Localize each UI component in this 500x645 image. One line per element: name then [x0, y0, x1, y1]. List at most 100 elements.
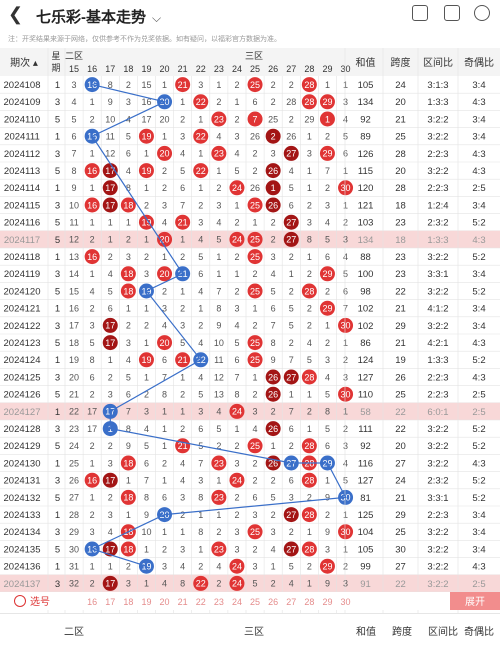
stat-cell: 4:3 — [472, 372, 485, 383]
stat-cell: 4:3 — [472, 149, 485, 160]
stat-cell: 21 — [395, 338, 406, 349]
highlight-row — [0, 574, 500, 592]
omission-cell: 4 — [126, 166, 131, 176]
omission-cell: 6 — [144, 458, 149, 468]
omission-cell: 7 — [144, 476, 149, 486]
omission-cell: 8 — [325, 407, 330, 417]
select-number[interactable]: 24 — [232, 597, 242, 607]
period-cell: 2024125 — [4, 372, 41, 383]
period-header[interactable]: 期次 ▴ — [10, 56, 38, 69]
omission-cell: 8 — [271, 338, 276, 348]
omission-cell: 7 — [325, 166, 330, 176]
select-label[interactable]: 选号 — [30, 595, 50, 608]
red-ball — [247, 231, 263, 247]
select-number[interactable]: 26 — [268, 597, 278, 607]
select-number[interactable]: 20 — [160, 597, 170, 607]
red-ball — [120, 489, 136, 505]
stat-cell: 3:2:2 — [427, 114, 448, 125]
red-ball — [301, 369, 317, 385]
omission-cell: 4 — [289, 166, 294, 176]
chevron-left-icon[interactable]: ❮ — [8, 4, 24, 24]
ball-number: 19 — [141, 355, 151, 365]
phone-icon[interactable] — [412, 5, 428, 21]
stat-cell: 121 — [358, 200, 374, 211]
omission-cell: 25 — [268, 114, 278, 124]
select-number[interactable]: 22 — [196, 597, 206, 607]
red-ball — [84, 472, 100, 488]
stat-cell: 2:5 — [472, 579, 485, 590]
stat-cell: 5:2 — [472, 493, 485, 504]
omission-cell: 1 — [90, 97, 95, 107]
expand-label[interactable]: 展开 — [465, 596, 485, 608]
omission-cell: 17 — [87, 407, 97, 417]
omission-cell: 13 — [214, 390, 224, 400]
ball-number: 21 — [178, 218, 188, 228]
select-number[interactable]: 17 — [105, 597, 115, 607]
stat-cell: 22 — [395, 286, 406, 297]
omission-cell: 1 — [90, 149, 95, 159]
blue-ball — [138, 558, 154, 574]
stat-cell: 20 — [395, 441, 406, 452]
select-number[interactable]: 25 — [250, 597, 260, 607]
page-title[interactable]: 七乐彩-基本走势 ⌵ — [36, 9, 162, 26]
ball-number: 26 — [268, 166, 278, 176]
ball-number: 29 — [322, 304, 332, 314]
stat-cell: 3:2:2 — [427, 132, 448, 143]
select-number[interactable]: 29 — [322, 597, 332, 607]
share-icon[interactable] — [444, 5, 460, 21]
expand-button[interactable] — [450, 592, 500, 610]
omission-cell: 8 — [198, 493, 203, 503]
stat-cell: 105 — [358, 80, 374, 91]
omission-cell: 4 — [307, 338, 312, 348]
ball-number: 23 — [214, 544, 224, 554]
select-number[interactable]: 27 — [286, 597, 296, 607]
select-number[interactable]: 28 — [304, 597, 314, 607]
omission-cell: 1 — [108, 562, 113, 572]
ball-number: 18 — [123, 544, 133, 554]
omission-cell: 1 — [90, 562, 95, 572]
omission-cell: 1 — [162, 527, 167, 537]
stat-cell: 3:2:2 — [427, 527, 448, 538]
settings-icon[interactable] — [474, 5, 490, 21]
omission-cell: 3 — [180, 493, 185, 503]
ball-number: 17 — [105, 338, 115, 348]
stat-cell: 28 — [395, 149, 406, 160]
omission-cell: 12 — [69, 235, 79, 245]
select-number[interactable]: 23 — [214, 597, 224, 607]
select-number[interactable]: 18 — [123, 597, 133, 607]
omission-cell: 2 — [162, 183, 167, 193]
chevron-down-icon[interactable]: ⌵ — [152, 11, 162, 25]
select-number[interactable]: 21 — [178, 597, 188, 607]
select-number[interactable]: 16 — [87, 597, 97, 607]
omission-cell: 2 — [216, 97, 221, 107]
omission-cell: 2 — [108, 441, 113, 451]
ball-number: 22 — [196, 97, 206, 107]
select-number[interactable]: 19 — [141, 597, 151, 607]
select-number[interactable]: 30 — [341, 597, 351, 607]
omission-cell: 10 — [69, 200, 79, 210]
omission-cell: 8 — [234, 390, 239, 400]
omission-cell: 2 — [90, 510, 95, 520]
omission-cell: 1 — [108, 355, 113, 365]
omission-cell: 1 — [90, 183, 95, 193]
omission-cell: 2 — [144, 321, 149, 331]
omission-cell: 29 — [69, 527, 79, 537]
omission-cell: 4 — [90, 286, 95, 296]
ball-number: 28 — [304, 476, 314, 486]
stat-cell: 5:2 — [472, 441, 485, 452]
red-ball — [229, 558, 245, 574]
stat-cell: 23 — [395, 269, 406, 280]
select-radio-icon[interactable] — [14, 595, 26, 607]
omission-cell: 1 — [126, 218, 131, 228]
number-header: 18 — [123, 64, 133, 74]
omission-cell: 5 — [216, 424, 221, 434]
ball-number: 25 — [250, 338, 260, 348]
red-ball — [247, 352, 263, 368]
star-cell: 5 — [55, 338, 60, 349]
footer-stat: 和值 — [356, 627, 376, 638]
omission-cell: 1 — [234, 97, 239, 107]
red-ball — [229, 180, 245, 196]
omission-cell: 4 — [72, 97, 77, 107]
stat-cell: 2:2:3 — [427, 183, 448, 194]
stat-cell: 27 — [395, 458, 406, 469]
